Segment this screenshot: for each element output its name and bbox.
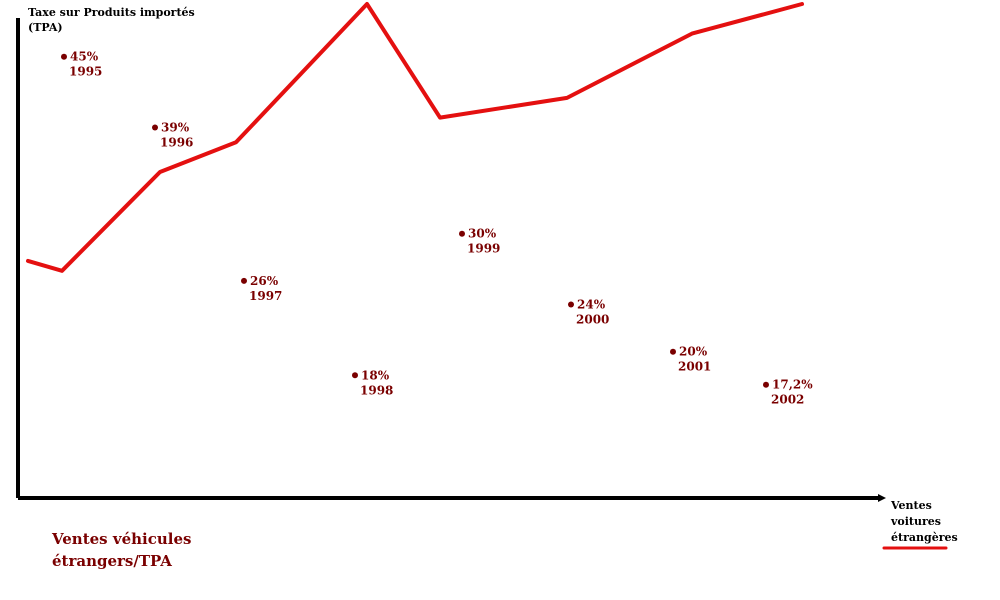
tpa-year-label: 1998 (360, 383, 393, 397)
tpa-points: 45%199539%199626%199718%199830%199924%20… (61, 50, 813, 407)
tpa-value-label: 39% (161, 121, 190, 135)
tpa-year-label: 2000 (576, 313, 609, 327)
tpa-value-label: 24% (577, 298, 606, 312)
tpa-point-1998 (352, 372, 358, 379)
tpa-point-1995 (61, 53, 67, 60)
tpa-value-label: 30% (468, 227, 497, 241)
tpa-point-2002 (763, 381, 769, 388)
tpa-value-label: 17,2% (772, 378, 813, 392)
tpa-year-label: 2001 (678, 360, 711, 374)
sales-series-line (26, 2, 804, 273)
tpa-point-1996 (152, 124, 158, 131)
tpa-year-label: 1995 (69, 65, 102, 79)
tpa-point-2001 (670, 348, 676, 355)
tpa-point-1999 (459, 230, 465, 237)
tpa-value-label: 20% (679, 345, 708, 359)
tpa-value-label: 18% (361, 368, 390, 382)
tpa-point-1997 (241, 277, 247, 284)
tpa-year-label: 1997 (249, 289, 282, 303)
tpa-value-label: 26% (250, 274, 279, 288)
tpa-year-label: 1996 (160, 136, 193, 150)
x-axis-label: Ventes voitures étrangères (891, 499, 958, 544)
tpa-year-label: 1999 (467, 242, 500, 256)
tpa-year-label: 2002 (771, 393, 804, 407)
y-axis-label: Taxe sur Produits importés (TPA) (28, 6, 195, 34)
tpa-value-label: 45% (70, 50, 99, 64)
chart-title: Ventes véhicules étrangers/TPA (52, 530, 192, 570)
tpa-point-2000 (568, 301, 574, 308)
x-axis-arrow (878, 494, 886, 502)
